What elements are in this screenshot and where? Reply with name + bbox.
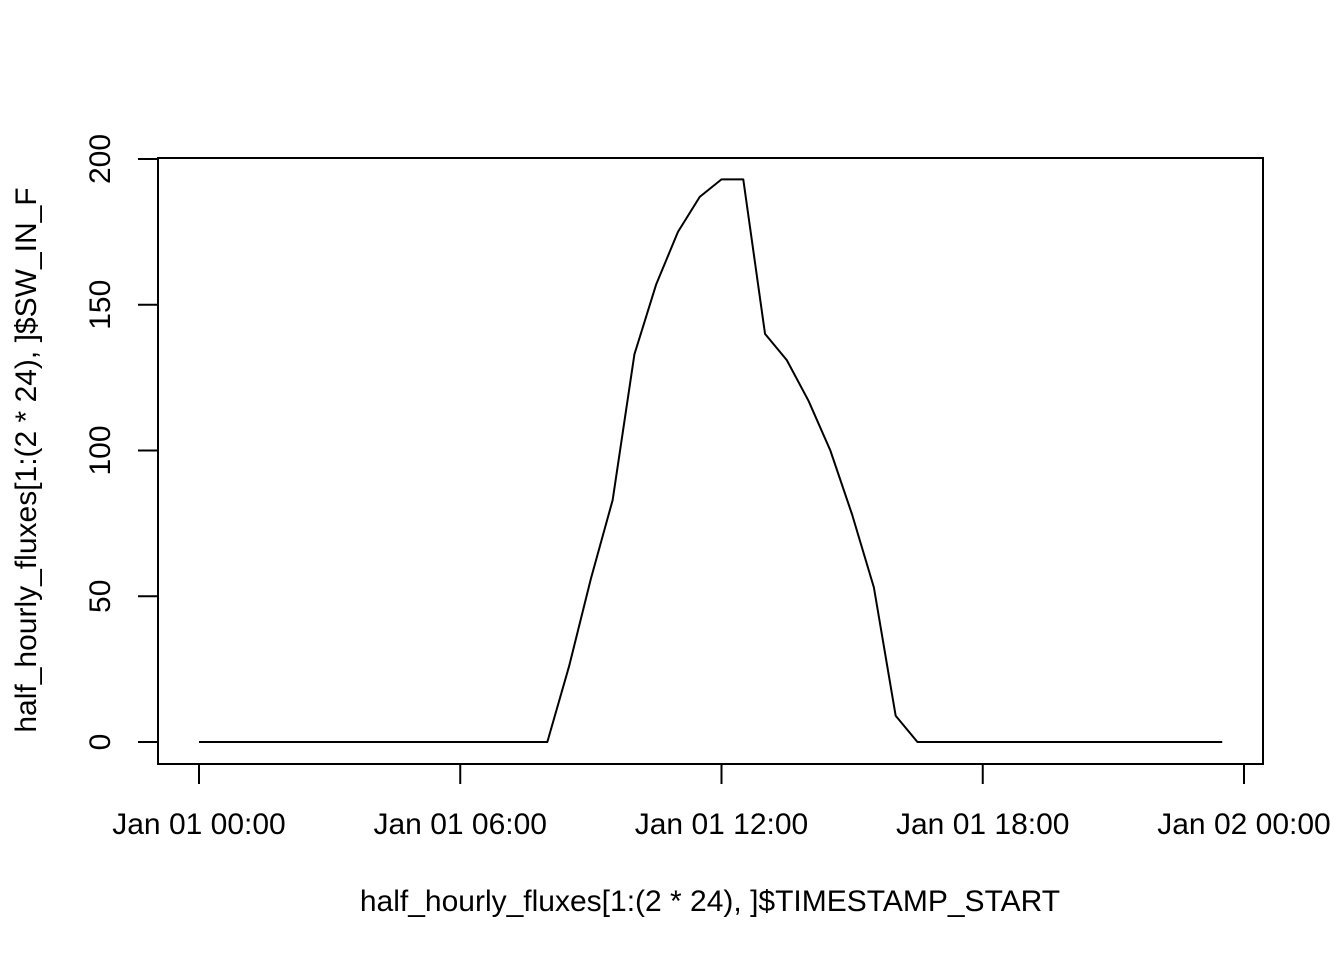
y-tick-label: 50 — [84, 580, 117, 613]
y-tick-label: 150 — [84, 280, 117, 330]
series-line — [199, 178, 1223, 743]
x-axis-label: half_hourly_fluxes[1:(2 * 24), ]$TIMESTA… — [360, 885, 1060, 918]
plot-frame — [157, 157, 1264, 765]
y-tick-label: 0 — [84, 734, 117, 751]
y-tick-label: 200 — [84, 134, 117, 184]
y-tick-label: 100 — [84, 425, 117, 475]
x-tick-label: Jan 01 18:00 — [896, 808, 1069, 841]
x-tick-label: Jan 01 12:00 — [635, 808, 808, 841]
y-axis-label: half_hourly_fluxes[1:(2 * 24), ]$SW_IN_F — [10, 187, 43, 732]
x-axis: Jan 01 00:00 Jan 01 06:00 Jan 01 12:00 Jan … — [112, 763, 1331, 841]
y-axis: 0 50 100 150 200 — [84, 134, 159, 751]
x-tick-label: Jan 01 00:00 — [112, 808, 285, 841]
x-tick-label: Jan 02 00:00 — [1157, 808, 1330, 841]
x-tick-label: Jan 01 06:00 — [374, 808, 547, 841]
